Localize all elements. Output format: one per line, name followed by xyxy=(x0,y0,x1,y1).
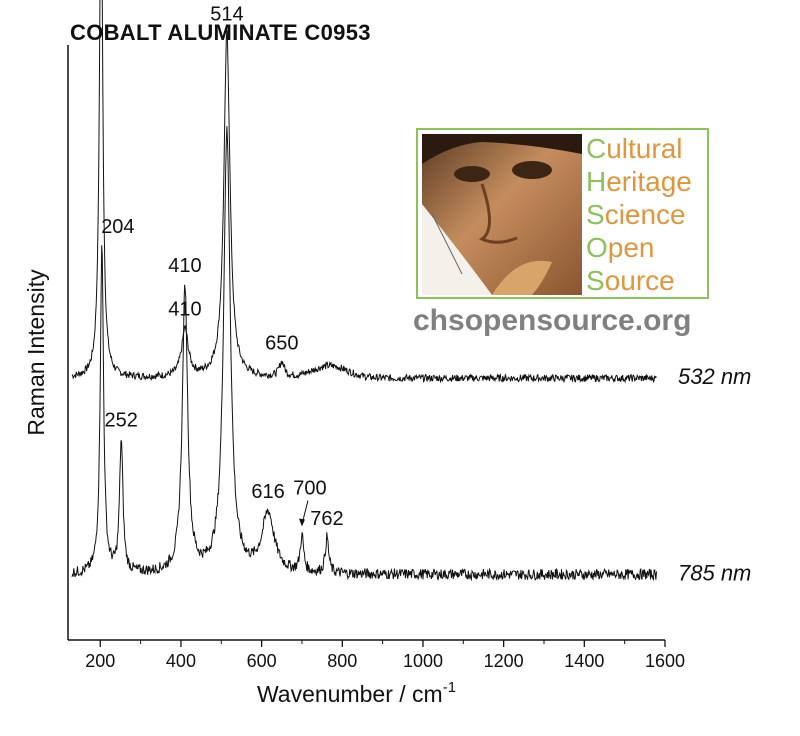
logo-word-rest: ource xyxy=(604,265,675,296)
logo-line: Open xyxy=(586,231,692,264)
logo-line: Science xyxy=(586,198,692,231)
x-axis-label-superscript: -1 xyxy=(443,679,456,696)
peak-label: 252 xyxy=(105,410,138,432)
series-line-785-nm xyxy=(71,126,657,582)
logo-initial: S xyxy=(586,265,605,296)
logo-initial: O xyxy=(586,232,608,263)
peak-arrowhead xyxy=(298,518,305,527)
logo-word-rest: ultural xyxy=(606,133,683,164)
x-tick-label: 1200 xyxy=(484,651,524,671)
y-axis-label: Raman Intensity xyxy=(23,269,49,436)
logo-line: Cultural xyxy=(586,132,692,165)
logo-initial: C xyxy=(586,133,607,164)
logo-word-rest: cience xyxy=(604,199,686,230)
logo-initial: S xyxy=(586,199,605,230)
series-label: 532 nm xyxy=(678,364,751,389)
logo-line: Source xyxy=(586,264,692,297)
peak-label: 616 xyxy=(251,481,284,503)
logo-initial: H xyxy=(586,166,607,197)
logo-text: Cultural Heritage Science Open Source xyxy=(586,132,692,297)
chsopensource-logo: Cultural Heritage Science Open Source xyxy=(416,128,709,299)
peak-label: 700 xyxy=(293,477,326,499)
peak-label: 514 xyxy=(210,3,243,25)
peak-label: 204 xyxy=(101,216,134,238)
peak-label: 650 xyxy=(265,333,298,355)
x-tick-label: 400 xyxy=(166,651,196,671)
peak-label: 410 xyxy=(168,299,201,321)
series-label: 785 nm xyxy=(678,561,751,586)
x-tick-label: 1400 xyxy=(564,651,604,671)
x-tick-label: 200 xyxy=(85,651,115,671)
peak-label: 762 xyxy=(310,508,343,530)
logo-line: Heritage xyxy=(586,165,692,198)
portrait-image xyxy=(422,134,582,295)
x-axis-label: Wavenumber / cm-1 xyxy=(257,679,456,707)
logo-word-rest: eritage xyxy=(606,166,692,197)
chart-title: COBALT ALUMINATE C0953 xyxy=(70,20,371,45)
x-tick-label: 1000 xyxy=(403,651,443,671)
peak-labels: 532 nm202410514650785 nm2042524106167007… xyxy=(101,3,751,586)
series-line-532-nm xyxy=(71,0,657,384)
logo-url: chsopensource.org xyxy=(413,304,692,337)
x-tick-label: 600 xyxy=(247,651,277,671)
x-tick-label: 800 xyxy=(327,651,357,671)
peak-label: 410 xyxy=(168,255,201,277)
x-tick-label: 1600 xyxy=(645,651,685,671)
series-layer xyxy=(71,0,657,582)
logo-word-rest: pen xyxy=(607,232,655,263)
axes: 200 400 600 800 1000 1200 1400 1600 Wavenumber /… xyxy=(23,45,685,707)
